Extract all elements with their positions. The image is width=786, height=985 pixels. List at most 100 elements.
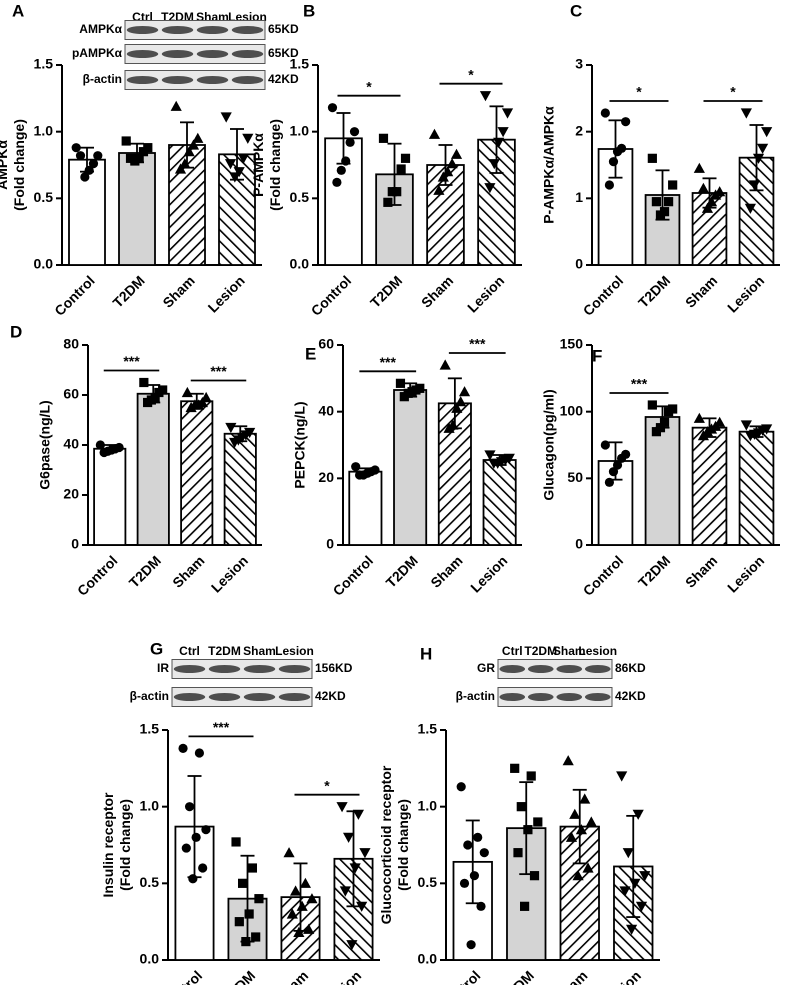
data-point <box>187 139 200 150</box>
x-tick-label: Control <box>437 967 484 985</box>
data-point <box>224 159 237 170</box>
significance-label: * <box>636 84 642 100</box>
data-point <box>433 184 445 195</box>
x-tick-label: T2DM <box>635 272 673 310</box>
data-point <box>493 137 505 148</box>
data-point <box>748 180 761 191</box>
data-point <box>191 832 201 842</box>
y-axis-label: (Fold change) <box>117 799 133 891</box>
y-tick-label: 1.0 <box>290 122 310 138</box>
data-point <box>125 153 136 163</box>
data-point <box>75 151 86 161</box>
data-point <box>756 143 769 154</box>
data-point <box>625 924 638 935</box>
y-tick-label: 1.0 <box>34 122 54 138</box>
data-point <box>608 157 619 167</box>
data-point <box>99 447 109 458</box>
y-tick-label: 50 <box>567 469 583 485</box>
data-point <box>80 172 90 182</box>
data-point <box>387 187 397 197</box>
y-tick-label: 0.0 <box>34 256 54 272</box>
bar <box>93 447 127 546</box>
data-point <box>188 874 198 884</box>
y-tick-label: 100 <box>560 402 584 418</box>
blot-band <box>126 76 159 84</box>
y-axis-label: Glucagon(pg/ml) <box>541 389 557 500</box>
y-tick-label: 0 <box>326 536 334 552</box>
x-tick-label: T2DM <box>109 272 147 310</box>
y-tick-label: 0 <box>575 256 583 272</box>
data-point <box>501 108 514 119</box>
data-point <box>752 153 765 164</box>
y-tick-label: 3 <box>575 56 583 72</box>
blot-strip <box>124 70 266 90</box>
blot-band <box>499 665 526 673</box>
bar <box>738 156 775 266</box>
data-point <box>697 182 710 193</box>
data-point <box>562 755 574 766</box>
y-tick-label: 0.5 <box>140 874 160 890</box>
blot-row-size: 42KD <box>268 72 299 86</box>
data-point <box>247 863 258 873</box>
y-axis-label: (Fold change) <box>267 119 283 211</box>
data-point <box>349 127 360 137</box>
data-point <box>693 162 705 173</box>
data-point <box>84 165 94 175</box>
data-point <box>336 802 348 813</box>
data-point <box>701 202 714 213</box>
blot-band <box>584 665 611 673</box>
bar <box>559 825 600 961</box>
data-point <box>378 133 389 143</box>
bar <box>691 426 728 546</box>
x-tick-label: T2DM <box>383 552 421 590</box>
data-point <box>220 112 232 123</box>
data-point <box>339 886 351 897</box>
x-tick-label: Lesion <box>601 967 644 985</box>
data-point <box>619 886 631 897</box>
data-point <box>488 458 500 469</box>
data-point <box>600 440 610 450</box>
data-point <box>647 400 657 410</box>
data-point <box>179 158 191 169</box>
data-point <box>526 771 536 781</box>
x-tick-label: T2DM <box>126 552 164 590</box>
y-axis-label: (Fold change) <box>395 799 411 891</box>
bar <box>223 432 257 546</box>
data-point <box>744 203 757 214</box>
data-point <box>359 848 371 859</box>
blot-band <box>196 26 229 34</box>
y-tick-label: 20 <box>318 469 334 485</box>
lane-label: Ctrl <box>179 644 200 658</box>
significance-label: * <box>366 78 372 94</box>
data-point <box>237 153 250 164</box>
data-point <box>233 167 245 178</box>
data-point <box>621 117 631 127</box>
data-point <box>178 743 188 754</box>
y-tick-label: 0 <box>575 536 583 552</box>
data-point <box>231 837 241 847</box>
bar <box>118 152 156 266</box>
data-point <box>139 377 149 388</box>
lane-label: Sham <box>553 644 586 658</box>
data-point <box>234 917 244 927</box>
y-axis-label: P-AMPKα <box>250 133 266 197</box>
data-point <box>647 153 657 163</box>
blot-row-size: 65KD <box>268 46 299 60</box>
x-tick-label: Sham <box>682 272 720 310</box>
data-point <box>174 163 187 174</box>
y-tick-label: 0.0 <box>140 951 160 967</box>
data-point <box>345 137 355 147</box>
data-point <box>510 763 520 773</box>
blot-strip <box>497 687 613 707</box>
data-point <box>306 893 318 904</box>
blot-row-name: IR <box>157 661 169 675</box>
data-point <box>651 197 662 207</box>
bar <box>738 430 775 546</box>
blot-band <box>208 693 241 701</box>
data-point <box>181 843 191 853</box>
lane-label: Lesion <box>275 644 314 658</box>
y-tick-label: 1.5 <box>34 56 54 72</box>
data-point <box>519 901 530 911</box>
y-tick-label: 0.0 <box>290 256 310 272</box>
